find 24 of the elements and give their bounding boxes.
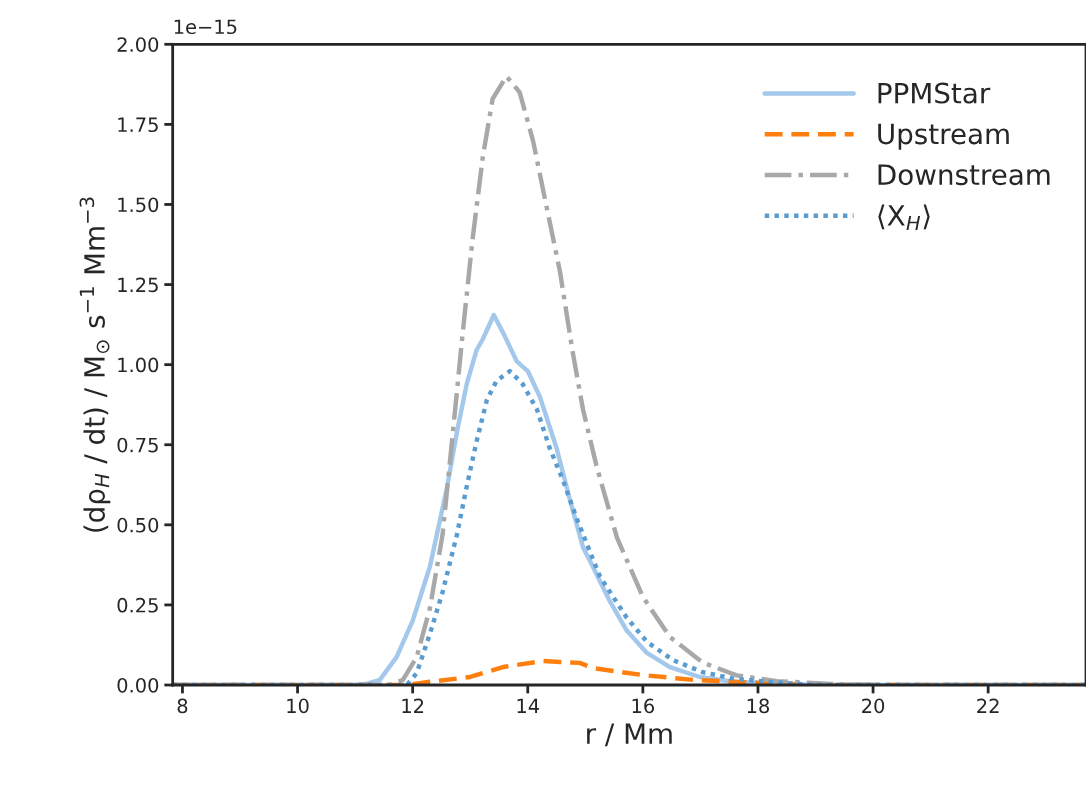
y-tick-label: 2.00	[117, 37, 159, 52]
x-tick-label: 12	[402, 698, 424, 713]
y-tick-label: 1.75	[118, 117, 158, 133]
x-tick-label: 16	[632, 698, 655, 714]
x-tick-label: 18	[747, 698, 769, 714]
legend-label: Downstream	[878, 164, 1050, 186]
x-tick-label: 14	[517, 698, 540, 713]
y-tick-label: 1.50	[118, 197, 159, 213]
y-tick-label: 0.25	[117, 597, 158, 613]
x-tick-label: 22	[977, 698, 999, 713]
text: 1e−15	[174, 19, 237, 35]
y-axis-title: (dρ$_{H}$ / dt) / M$_{⊙}$ s$^{−1}$ Mm$^{−3}$	[79, 197, 111, 532]
y-tick-label: 0.00	[117, 677, 159, 693]
y-tick-label: 1.00	[118, 357, 159, 373]
x-tick-label: 20	[862, 698, 885, 714]
y-tick-label: 0.75	[117, 437, 158, 453]
x-tick-label: 8	[177, 698, 188, 714]
legend-label: Upstream	[878, 123, 1009, 150]
legend-label: ⟨X$_{H}$⟩	[878, 204, 930, 231]
x-axis-title: r / Mm	[587, 723, 672, 747]
y-tick-label: 0.50	[117, 517, 159, 533]
y-tick-label: 1.25	[118, 277, 158, 293]
x-tick-label: 10	[287, 698, 309, 714]
legend-label: PPMStar	[878, 82, 991, 104]
